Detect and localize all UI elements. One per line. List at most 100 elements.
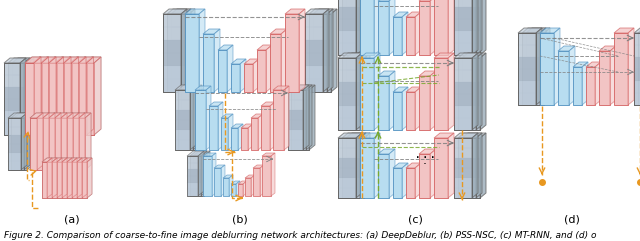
Polygon shape <box>72 57 79 135</box>
Polygon shape <box>406 163 421 168</box>
Polygon shape <box>299 9 305 92</box>
Polygon shape <box>288 130 303 150</box>
Polygon shape <box>454 7 472 31</box>
Polygon shape <box>181 90 196 150</box>
Polygon shape <box>430 0 436 55</box>
Polygon shape <box>356 133 362 198</box>
Polygon shape <box>360 58 374 130</box>
Polygon shape <box>389 0 395 55</box>
Polygon shape <box>251 175 255 196</box>
Polygon shape <box>288 110 303 130</box>
Polygon shape <box>454 58 472 130</box>
Polygon shape <box>270 34 281 92</box>
Polygon shape <box>342 82 360 106</box>
Polygon shape <box>364 133 370 198</box>
Polygon shape <box>458 106 476 130</box>
Polygon shape <box>77 158 87 162</box>
Polygon shape <box>448 0 454 55</box>
Polygon shape <box>47 57 63 63</box>
Polygon shape <box>40 63 49 135</box>
Polygon shape <box>11 118 24 170</box>
Polygon shape <box>240 59 246 92</box>
Polygon shape <box>458 53 482 58</box>
Polygon shape <box>231 124 243 128</box>
Polygon shape <box>291 85 312 90</box>
Polygon shape <box>582 62 588 105</box>
Text: (b): (b) <box>232 215 248 225</box>
Polygon shape <box>458 133 482 138</box>
Polygon shape <box>42 113 55 118</box>
Polygon shape <box>270 102 275 150</box>
Polygon shape <box>305 14 323 92</box>
Polygon shape <box>309 9 333 14</box>
Polygon shape <box>638 57 640 81</box>
Polygon shape <box>79 113 85 170</box>
Polygon shape <box>260 165 264 196</box>
Polygon shape <box>63 57 79 63</box>
Polygon shape <box>190 85 196 150</box>
Polygon shape <box>56 57 63 135</box>
Polygon shape <box>522 28 546 33</box>
Polygon shape <box>8 87 24 111</box>
Polygon shape <box>57 158 67 162</box>
Polygon shape <box>251 114 263 118</box>
Polygon shape <box>346 178 364 198</box>
Polygon shape <box>434 0 448 55</box>
Polygon shape <box>476 53 482 130</box>
Polygon shape <box>462 133 486 138</box>
Polygon shape <box>33 57 49 63</box>
Polygon shape <box>67 162 72 198</box>
Polygon shape <box>434 58 448 130</box>
Polygon shape <box>52 162 57 198</box>
Polygon shape <box>8 118 21 170</box>
Polygon shape <box>356 0 362 55</box>
Polygon shape <box>42 113 55 118</box>
Polygon shape <box>261 102 275 106</box>
Polygon shape <box>221 165 225 196</box>
Polygon shape <box>406 17 415 55</box>
Polygon shape <box>42 162 47 198</box>
Polygon shape <box>204 151 210 196</box>
Polygon shape <box>67 158 72 198</box>
Polygon shape <box>201 151 207 196</box>
Polygon shape <box>66 118 73 170</box>
Polygon shape <box>79 57 86 135</box>
Polygon shape <box>291 90 306 150</box>
Polygon shape <box>30 113 43 118</box>
Polygon shape <box>85 63 94 135</box>
Polygon shape <box>448 53 454 130</box>
Polygon shape <box>85 113 91 170</box>
Polygon shape <box>70 57 86 63</box>
Polygon shape <box>66 118 73 170</box>
Polygon shape <box>229 175 233 196</box>
Polygon shape <box>378 154 389 198</box>
Polygon shape <box>540 33 554 105</box>
Polygon shape <box>305 9 329 14</box>
Polygon shape <box>309 66 327 92</box>
Polygon shape <box>72 162 77 198</box>
Polygon shape <box>8 153 21 170</box>
Polygon shape <box>540 28 546 105</box>
Polygon shape <box>599 46 616 51</box>
Polygon shape <box>241 124 253 128</box>
Polygon shape <box>62 158 67 198</box>
Polygon shape <box>306 85 312 150</box>
Polygon shape <box>526 33 544 105</box>
Polygon shape <box>185 9 191 92</box>
Polygon shape <box>614 28 634 33</box>
Polygon shape <box>212 153 216 196</box>
Polygon shape <box>338 31 356 55</box>
Polygon shape <box>57 158 62 198</box>
Polygon shape <box>193 169 204 183</box>
Polygon shape <box>43 113 49 170</box>
Polygon shape <box>94 57 101 135</box>
Polygon shape <box>434 53 454 58</box>
Polygon shape <box>193 156 204 196</box>
Polygon shape <box>338 7 356 31</box>
Polygon shape <box>193 151 210 156</box>
Polygon shape <box>85 113 91 170</box>
Polygon shape <box>419 76 430 130</box>
Polygon shape <box>36 118 43 170</box>
Polygon shape <box>55 63 64 135</box>
Polygon shape <box>406 168 415 198</box>
